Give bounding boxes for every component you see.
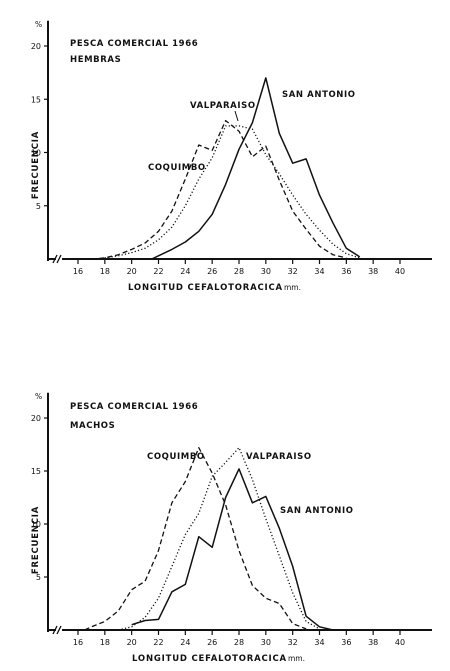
x-tick-label: 28 xyxy=(234,638,244,647)
annotation-coquimbo: COQUIMBO xyxy=(148,163,206,173)
chart-machos: % FRECUENCIA PESCA COMERCIAL 1966 MACHOS… xyxy=(31,392,432,664)
x-axis-label: LONGITUD CEFALOTORACICA xyxy=(132,654,287,664)
x-tick-label: 28 xyxy=(234,267,244,276)
chart-subtitle: MACHOS xyxy=(70,421,115,431)
x-tick-label: 34 xyxy=(314,267,324,276)
annotation-san-antonio: SAN ANTONIO xyxy=(280,506,354,516)
chart-title: PESCA COMERCIAL 1966 xyxy=(70,39,198,49)
series-line-coquimbo xyxy=(84,447,307,631)
series-line-valparaiso xyxy=(104,125,360,259)
annotation-coquimbo: COQUIMBO xyxy=(147,452,205,462)
y-unit-label: % xyxy=(35,392,42,401)
y-tick-label: 5 xyxy=(36,202,41,211)
annotation-valparaiso: VALPARAISO xyxy=(246,452,312,462)
series-line-valparaiso xyxy=(118,447,320,631)
axes: 5 10 15 20 16 18 20 22 24 26 28 30 32 34 36 38 40 xyxy=(31,20,432,276)
y-tick-label: 10 xyxy=(31,149,41,158)
x-tick-label: 32 xyxy=(288,267,298,276)
x-tick-label: 18 xyxy=(100,638,110,647)
annotation-san-antonio: SAN ANTONIO xyxy=(282,90,356,100)
y-tick-label: 20 xyxy=(31,414,41,423)
series-lines xyxy=(91,77,361,260)
axis-break-mark xyxy=(56,254,62,264)
x-tick-label: 40 xyxy=(395,267,405,276)
x-tick-label: 32 xyxy=(288,638,298,647)
y-unit-label: % xyxy=(35,20,42,29)
x-unit-label: mm. xyxy=(288,654,305,663)
annotation-valparaiso: VALPARAISO xyxy=(190,101,256,111)
chart-hembras: % FRECUENCIA PESCA COMERCIAL 1966 HEMBRA… xyxy=(31,20,432,293)
x-tick-label: 26 xyxy=(207,638,217,647)
series-lines xyxy=(84,447,334,631)
x-tick-label: 16 xyxy=(73,267,83,276)
x-tick-label: 16 xyxy=(73,638,83,647)
axes: 5 10 15 20 16 18 20 22 24 26 28 30 32 34 36 38 40 xyxy=(31,392,432,647)
series-line-san-antonio xyxy=(131,468,334,631)
series-line-coquimbo xyxy=(91,119,347,260)
chart-subtitle: HEMBRAS xyxy=(70,55,121,65)
y-tick-label: 15 xyxy=(31,95,41,104)
x-tick-label: 20 xyxy=(127,638,137,647)
y-axis-label: FRECUENCIA xyxy=(31,506,41,574)
x-tick-label: 22 xyxy=(153,638,163,647)
y-tick-label: 20 xyxy=(31,42,41,51)
x-tick-label: 18 xyxy=(100,267,110,276)
x-tick-label: 40 xyxy=(395,638,405,647)
x-tick-label: 22 xyxy=(153,267,163,276)
x-unit-label: mm. xyxy=(284,283,301,292)
chart-title: PESCA COMERCIAL 1966 xyxy=(70,402,198,412)
y-tick-label: 5 xyxy=(36,573,41,582)
x-tick-label: 30 xyxy=(261,267,271,276)
x-tick-label: 20 xyxy=(127,267,137,276)
x-tick-label: 30 xyxy=(261,638,271,647)
y-tick-label: 10 xyxy=(31,520,41,529)
x-tick-label: 24 xyxy=(180,638,190,647)
x-axis-label: LONGITUD CEFALOTORACICA xyxy=(128,283,283,293)
y-axis-label: FRECUENCIA xyxy=(31,131,41,199)
series-line-san-antonio xyxy=(151,77,361,260)
x-tick-label: 36 xyxy=(341,267,351,276)
x-tick-label: 24 xyxy=(180,267,190,276)
x-tick-label: 38 xyxy=(368,638,378,647)
x-tick-label: 36 xyxy=(341,638,351,647)
x-tick-label: 34 xyxy=(314,638,324,647)
annotation-pointer xyxy=(234,110,239,122)
axis-break-mark xyxy=(56,625,62,635)
x-tick-label: 26 xyxy=(207,267,217,276)
x-tick-label: 38 xyxy=(368,267,378,276)
y-tick-label: 15 xyxy=(31,467,41,476)
